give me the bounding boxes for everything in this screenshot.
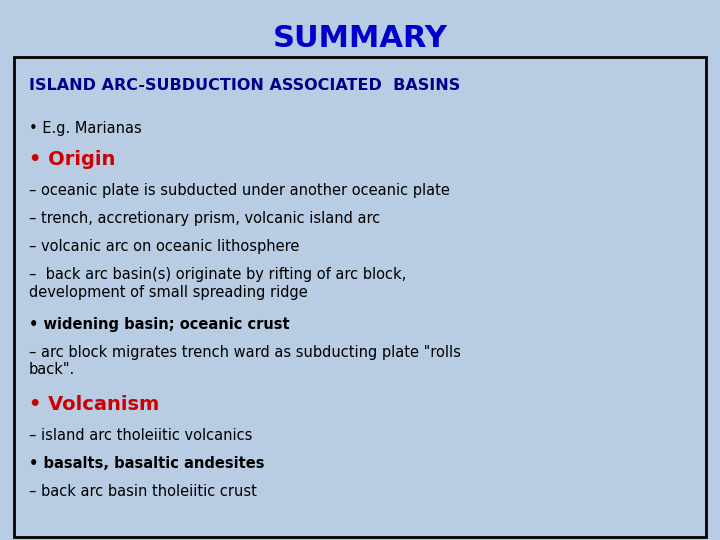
- Text: • Volcanism: • Volcanism: [29, 395, 159, 414]
- Text: – trench, accretionary prism, volcanic island arc: – trench, accretionary prism, volcanic i…: [29, 211, 380, 226]
- Text: – arc block migrates trench ward as subducting plate "rolls
back".: – arc block migrates trench ward as subd…: [29, 345, 461, 377]
- Text: – island arc tholeiitic volcanics: – island arc tholeiitic volcanics: [29, 428, 252, 443]
- Text: – oceanic plate is subducted under another oceanic plate: – oceanic plate is subducted under anoth…: [29, 183, 450, 198]
- Text: – back arc basin tholeiitic crust: – back arc basin tholeiitic crust: [29, 484, 256, 500]
- Text: • Origin: • Origin: [29, 150, 115, 168]
- FancyBboxPatch shape: [14, 57, 706, 537]
- Text: – volcanic arc on oceanic lithosphere: – volcanic arc on oceanic lithosphere: [29, 239, 300, 254]
- Text: SUMMARY: SUMMARY: [273, 24, 447, 53]
- Text: ISLAND ARC-SUBDUCTION ASSOCIATED  BASINS: ISLAND ARC-SUBDUCTION ASSOCIATED BASINS: [29, 78, 460, 93]
- Text: –  back arc basin(s) originate by rifting of arc block,
development of small spr: – back arc basin(s) originate by rifting…: [29, 267, 406, 300]
- Text: • widening basin; oceanic crust: • widening basin; oceanic crust: [29, 317, 289, 332]
- Text: • E.g. Marianas: • E.g. Marianas: [29, 122, 142, 137]
- Text: • basalts, basaltic andesites: • basalts, basaltic andesites: [29, 456, 264, 471]
